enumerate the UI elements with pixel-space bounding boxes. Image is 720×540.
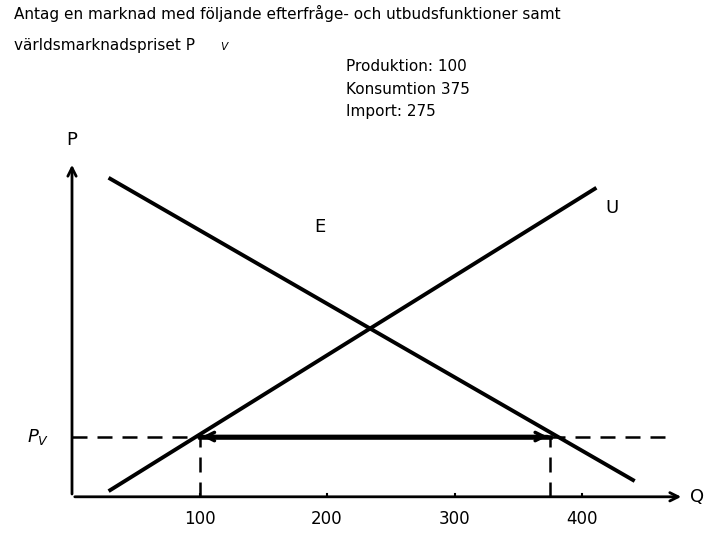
Text: 100: 100: [184, 510, 215, 528]
Text: Produktion: 100
Konsumtion 375
Import: 275: Produktion: 100 Konsumtion 375 Import: 2…: [346, 59, 469, 119]
Text: Antag en marknad med följande efterfråge- och utbudsfunktioner samt: Antag en marknad med följande efterfråge…: [14, 5, 561, 23]
Text: U: U: [605, 199, 618, 217]
Text: $P_{V}$: $P_{V}$: [27, 427, 49, 447]
Text: 400: 400: [566, 510, 598, 528]
Text: P: P: [66, 131, 78, 149]
Text: $_{V}$: $_{V}$: [220, 38, 230, 53]
Text: 200: 200: [311, 510, 343, 528]
Text: E: E: [314, 218, 325, 235]
Text: Q: Q: [690, 488, 704, 506]
Text: 300: 300: [438, 510, 470, 528]
Text: världsmarknadspriset P: världsmarknadspriset P: [14, 38, 195, 53]
